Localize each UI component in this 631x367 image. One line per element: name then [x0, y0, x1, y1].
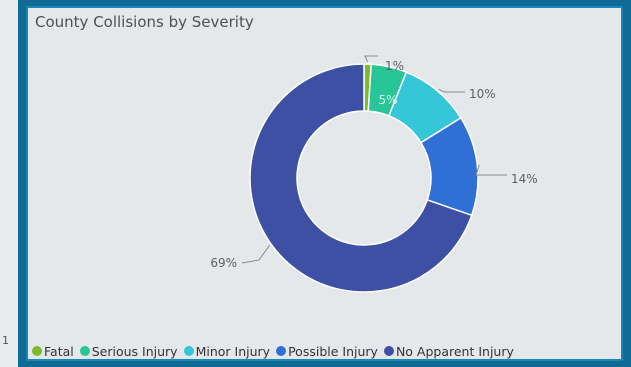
leader-line-possible-injury	[475, 164, 507, 176]
data-label-no-apparent-injury: 69%	[210, 256, 237, 270]
leader-line-no-apparent-injury	[241, 244, 270, 264]
chart-title: County Collisions by Severity	[35, 13, 254, 31]
donut-chart: 1% 5% 10% 14% 69%	[210, 55, 538, 293]
left-edge-text: 1	[2, 334, 9, 347]
legend-label: Serious Injury	[91, 343, 178, 359]
legend-marker-icon	[383, 346, 394, 356]
left-panel: 1	[0, 0, 18, 367]
legend-marker-icon	[32, 346, 42, 356]
slice-no-apparent-injury[interactable]	[249, 63, 473, 293]
legend-label: Fatal	[44, 343, 74, 359]
legend-item-fatal[interactable]: Fatal	[32, 344, 74, 359]
legend-label: No Apparent Injury	[395, 343, 514, 359]
leader-line-fatal	[364, 55, 378, 63]
legend-item-no-apparent-injury[interactable]: No Apparent Injury	[383, 343, 514, 359]
legend-item-serious-injury[interactable]: Serious Injury	[79, 343, 178, 359]
data-label-minor-injury: 10%	[469, 87, 496, 101]
data-label-possible-injury: 14%	[511, 172, 538, 186]
data-label-serious-injury: 5%	[378, 93, 397, 107]
legend-marker-icon	[183, 346, 194, 356]
leader-line-minor-injury	[438, 88, 465, 93]
legend-marker-icon	[79, 346, 90, 356]
chart-legend: Fatal Serious Injury Minor Injury Possible …	[32, 343, 520, 359]
legend-label: Minor Injury	[195, 343, 271, 359]
legend-label: Possible Injury	[288, 343, 378, 359]
data-label-fatal: 1%	[385, 59, 404, 73]
legend-item-possible-injury[interactable]: Possible Injury	[276, 344, 378, 359]
legend-item-minor-injury[interactable]: Minor Injury	[183, 343, 271, 359]
chart-card[interactable]: County Collisions by Severity 1% 5% 10% 14%…	[26, 6, 623, 361]
legend-marker-icon	[276, 346, 287, 356]
